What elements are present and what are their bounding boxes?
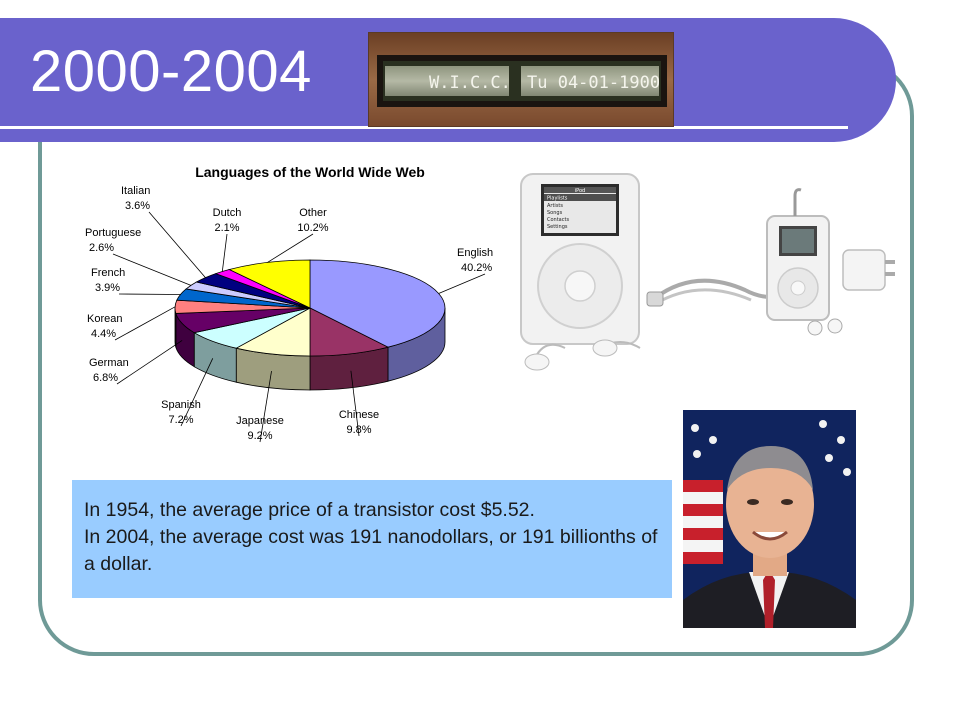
languages-pie-chart: Languages of the World Wide Web English 4… xyxy=(75,158,505,458)
ipod-menu-item: Artists xyxy=(547,203,563,209)
pie-slice-japanese xyxy=(235,307,311,357)
pie-leader-line xyxy=(148,211,206,278)
wicc-right-text: Tu 04-01-1900 xyxy=(527,73,660,93)
pie-label-italian: Italian xyxy=(121,185,150,197)
pie-label-english: English xyxy=(457,247,493,259)
pie-label-german: German xyxy=(89,357,129,369)
ipod-menu-item: Songs xyxy=(547,210,563,216)
info-text-line-1: In 1954, the average price of a transist… xyxy=(84,499,535,521)
pie-value-dutch: 2.1% xyxy=(214,222,239,234)
info-text-line-2: In 2004, the average cost was 191 nanodo… xyxy=(84,526,658,575)
ipod-menu-item: Settings xyxy=(547,224,568,230)
pie-leader-line xyxy=(180,358,214,427)
ipod-photo: iPod Playlists Playlists Artists Songs C… xyxy=(505,168,903,380)
title-underline xyxy=(0,126,848,129)
pie-label-french: French xyxy=(91,267,125,279)
wicc-left-text: W.I.C.C. xyxy=(429,73,511,93)
pie-label-spanish: Spanish xyxy=(161,399,201,411)
pie-value-korean: 4.4% xyxy=(91,328,116,340)
pie-leader-line xyxy=(267,233,314,263)
pie-leader-line xyxy=(438,273,486,294)
pie-leader-line xyxy=(350,370,360,437)
pie-leader-line xyxy=(114,306,176,341)
ipod-menu-item: Playlists xyxy=(547,196,568,202)
pie-value-italian: 3.6% xyxy=(125,200,150,212)
pie-leader-line xyxy=(116,340,183,385)
slide-title: 2000-2004 xyxy=(30,39,312,104)
pie-label-japanese: Japanese xyxy=(236,415,284,427)
pie-value-english: 40.2% xyxy=(461,262,492,274)
ipod-menu-item: Contacts xyxy=(547,217,569,223)
pie-value-german: 6.8% xyxy=(93,372,118,384)
pie-leader-line xyxy=(221,233,228,272)
pie-value-chinese: 9.8% xyxy=(346,424,371,436)
pie-label-portuguese: Portuguese xyxy=(85,227,141,239)
pie-leader-line xyxy=(259,370,272,443)
ipod-screen-header: iPod xyxy=(575,188,585,194)
pie-value-french: 3.9% xyxy=(95,282,120,294)
pie-label-other: Other xyxy=(299,207,327,219)
pie-slice-chinese xyxy=(309,307,390,357)
pie-value-portuguese: 2.6% xyxy=(89,242,114,254)
wicc-display-photo: W.I.C.C. Tu 04-01-1900 xyxy=(368,32,674,127)
pie-leader-line xyxy=(112,253,192,286)
chart-title: Languages of the World Wide Web xyxy=(195,164,425,180)
portrait-photo xyxy=(683,410,856,628)
info-text-box: In 1954, the average price of a transist… xyxy=(72,480,672,598)
pie-value-japanese: 9.2% xyxy=(247,430,272,442)
pie-label-korean: Korean xyxy=(87,313,122,325)
pie-value-spanish: 7.2% xyxy=(168,414,193,426)
pie-label-dutch: Dutch xyxy=(213,207,242,219)
pie-value-other: 10.2% xyxy=(297,222,328,234)
pie-slice-english xyxy=(309,259,446,348)
pie-label-chinese: Chinese xyxy=(339,409,379,421)
